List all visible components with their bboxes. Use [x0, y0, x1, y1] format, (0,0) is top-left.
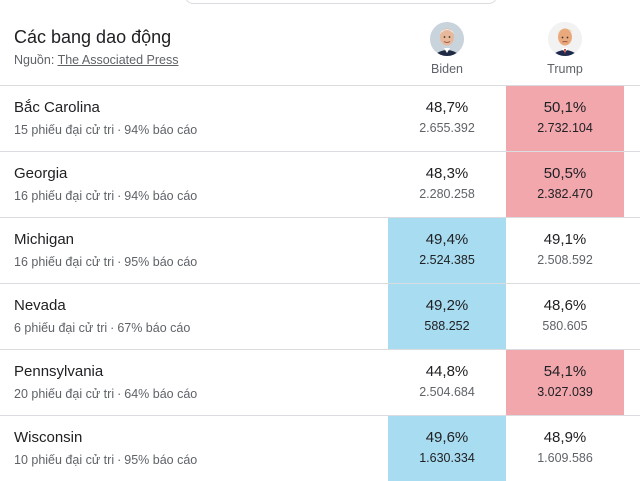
state-name: Wisconsin	[14, 429, 83, 446]
biden-cell: 49,2% 588.252	[388, 284, 506, 349]
vote-count: 2.508.592	[537, 253, 593, 267]
separator-dot: ·	[117, 387, 122, 401]
reporting-status: 94% báo cáo	[124, 123, 198, 137]
reporting-status: 94% báo cáo	[124, 189, 198, 203]
vote-count: 1.630.334	[419, 451, 475, 465]
separator-dot: ·	[110, 321, 115, 335]
vote-percent: 50,5%	[543, 165, 587, 182]
vote-percent: 50,1%	[543, 99, 587, 116]
results-table: Bắc Carolina 15 phiếu đại cử tri · 94% báo…	[0, 85, 640, 481]
trump-cell: 49,1% 2.508.592	[506, 218, 624, 283]
state-meta: 10 phiếu đại cử tri · 95% báo cáo	[14, 453, 197, 467]
reporting-status: 67% báo cáo	[117, 321, 191, 335]
trump-cell: 48,6% 580.605	[506, 284, 624, 349]
vote-percent: 48,6%	[543, 297, 587, 314]
vote-count: 588.252	[424, 319, 470, 333]
vote-count: 2.504.684	[419, 385, 475, 399]
state-name: Pennsylvania	[14, 363, 104, 380]
vote-percent: 49,6%	[425, 429, 469, 446]
vote-count: 2.524.385	[419, 253, 475, 267]
table-row[interactable]: Pennsylvania 20 phiếu đại cử tri · 64% báo…	[0, 349, 640, 415]
page-title: Các bang dao động	[14, 27, 172, 47]
vote-count: 1.609.586	[537, 451, 593, 465]
separator-dot: ·	[117, 123, 122, 137]
separator-dot: ·	[117, 189, 122, 203]
candidate-biden[interactable]: Biden	[388, 22, 506, 76]
vote-percent: 49,2%	[425, 297, 469, 314]
source-line: Nguồn: The Associated Press	[14, 53, 178, 67]
electoral-votes: 16 phiếu đại cử tri	[14, 189, 115, 203]
vote-percent: 49,4%	[425, 231, 469, 248]
vote-percent: 54,1%	[543, 363, 587, 380]
source-label: Nguồn:	[14, 53, 55, 67]
electoral-votes: 16 phiếu đại cử tri	[14, 255, 115, 269]
candidate-name: Biden	[431, 62, 463, 76]
reporting-status: 95% báo cáo	[124, 255, 198, 269]
table-row[interactable]: Bắc Carolina 15 phiếu đại cử tri · 94% báo…	[0, 85, 640, 151]
trump-avatar	[548, 22, 582, 56]
vote-count: 580.605	[542, 319, 588, 333]
state-meta: 6 phiếu đại cử tri · 67% báo cáo	[14, 321, 190, 335]
state-name: Michigan	[14, 231, 75, 248]
vote-percent: 48,3%	[425, 165, 469, 182]
candidate-name: Trump	[547, 62, 583, 76]
trump-cell: 48,9% 1.609.586	[506, 416, 624, 481]
vote-percent: 48,9%	[543, 429, 587, 446]
table-row[interactable]: Georgia 16 phiếu đại cử tri · 94% báo cáo …	[0, 151, 640, 217]
biden-cell: 48,7% 2.655.392	[388, 86, 506, 151]
vote-count: 3.027.039	[537, 385, 593, 399]
results-header: Các bang dao động Nguồn: The Associated …	[0, 0, 640, 85]
biden-cell: 49,4% 2.524.385	[388, 218, 506, 283]
table-row[interactable]: Nevada 6 phiếu đại cử tri · 67% báo cáo 49…	[0, 283, 640, 349]
electoral-votes: 10 phiếu đại cử tri	[14, 453, 115, 467]
source-link[interactable]: The Associated Press	[57, 53, 179, 67]
electoral-votes: 20 phiếu đại cử tri	[14, 387, 115, 401]
reporting-status: 64% báo cáo	[124, 387, 198, 401]
vote-percent: 48,7%	[425, 99, 469, 116]
state-meta: 16 phiếu đại cử tri · 94% báo cáo	[14, 189, 197, 203]
candidate-trump[interactable]: Trump	[506, 22, 624, 76]
state-name: Nevada	[14, 297, 66, 314]
biden-avatar	[430, 22, 464, 56]
biden-cell: 49,6% 1.630.334	[388, 416, 506, 481]
state-name: Bắc Carolina	[14, 99, 100, 116]
state-meta: 20 phiếu đại cử tri · 64% báo cáo	[14, 387, 197, 401]
biden-cell: 44,8% 2.504.684	[388, 350, 506, 415]
separator-dot: ·	[117, 453, 122, 467]
table-row[interactable]: Michigan 16 phiếu đại cử tri · 95% báo cáo…	[0, 217, 640, 283]
reporting-status: 95% báo cáo	[124, 453, 198, 467]
trump-cell: 50,1% 2.732.104	[506, 86, 624, 151]
state-meta: 15 phiếu đại cử tri · 94% báo cáo	[14, 123, 197, 137]
trump-cell: 50,5% 2.382.470	[506, 152, 624, 217]
vote-percent: 49,1%	[543, 231, 587, 248]
vote-count: 2.732.104	[537, 121, 593, 135]
biden-cell: 48,3% 2.280.258	[388, 152, 506, 217]
vote-count: 2.382.470	[537, 187, 593, 201]
state-name: Georgia	[14, 165, 68, 182]
table-row[interactable]: Wisconsin 10 phiếu đại cử tri · 95% báo cá…	[0, 415, 640, 481]
trump-cell: 54,1% 3.027.039	[506, 350, 624, 415]
state-meta: 16 phiếu đại cử tri · 95% báo cáo	[14, 255, 197, 269]
vote-count: 2.655.392	[419, 121, 475, 135]
vote-count: 2.280.258	[419, 187, 475, 201]
electoral-votes: 6 phiếu đại cử tri	[14, 321, 108, 335]
vote-percent: 44,8%	[425, 363, 469, 380]
separator-dot: ·	[117, 255, 122, 269]
electoral-votes: 15 phiếu đại cử tri	[14, 123, 115, 137]
